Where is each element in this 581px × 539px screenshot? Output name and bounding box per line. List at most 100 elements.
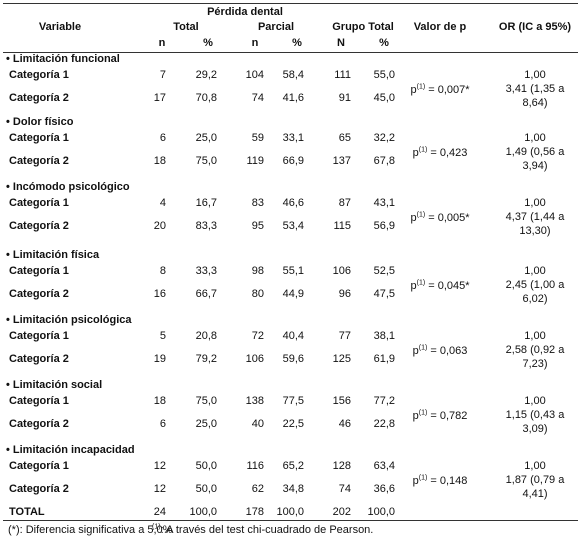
cell: 77 — [338, 330, 351, 342]
cell: 106 — [245, 353, 264, 365]
or-ref: 1,00 — [524, 460, 546, 472]
cell: 70,8 — [195, 92, 217, 104]
cell: 40,4 — [282, 330, 304, 342]
rule — [3, 520, 578, 521]
cell: 156 — [332, 395, 351, 407]
cell: 52,5 — [373, 265, 395, 277]
or-value: 3,41 (1,35 a 8,64) — [505, 83, 565, 109]
cell: 24 — [153, 506, 166, 518]
footnote-text: : A través del test chi-cuadrado de Pear… — [160, 524, 374, 536]
cell: 33,1 — [282, 132, 304, 144]
cell: 98 — [251, 265, 264, 277]
p-letter: p — [412, 475, 419, 487]
row-label: Categoría 1 — [9, 69, 69, 81]
cell: 50,0 — [195, 483, 217, 495]
cell: 59,6 — [282, 353, 304, 365]
row-label: Categoría 1 — [9, 330, 69, 342]
cell: 138 — [245, 395, 264, 407]
cell: 46 — [338, 418, 351, 430]
cell: 100,0 — [276, 506, 304, 518]
row-label: Categoría 2 — [9, 353, 69, 365]
p-letter: p — [410, 84, 417, 96]
footnote: (1): A través del test chi-cuadrado de P… — [152, 523, 373, 537]
cell: 95 — [251, 220, 264, 232]
or-value: 1,15 (0,43 a 3,09) — [505, 409, 565, 435]
cell: 50,0 — [195, 460, 217, 472]
cell: 72 — [251, 330, 264, 342]
cell: 116 — [246, 460, 264, 472]
group-label: • Limitación funcional — [6, 53, 120, 65]
p-sup: (1) — [418, 474, 428, 482]
cell: 25,0 — [195, 418, 217, 430]
cell: 18 — [153, 395, 166, 407]
cell: 33,3 — [195, 265, 217, 277]
cell: 61,9 — [373, 353, 395, 365]
or-ref: 1,00 — [524, 330, 546, 342]
header-sub: % — [292, 37, 302, 49]
cell: 137 — [332, 155, 351, 167]
cell: 47,5 — [373, 288, 395, 300]
cell: 38,1 — [373, 330, 395, 342]
row-label: Categoría 1 — [9, 265, 69, 277]
row-label: Categoría 2 — [9, 288, 69, 300]
cell: 77,2 — [373, 395, 395, 407]
p-value: p(1) = 0,007* — [410, 83, 470, 97]
group-label: • Limitación física — [6, 249, 100, 261]
cell: 83,3 — [195, 220, 217, 232]
group-label: • Dolor físico — [6, 116, 74, 128]
p-value: p(1) = 0,045* — [410, 279, 470, 293]
p-sup: (1) — [418, 344, 428, 352]
cell: 32,2 — [373, 132, 395, 144]
cell: 22,5 — [282, 418, 304, 430]
cell: 16 — [153, 288, 166, 300]
row-label: Categoría 2 — [9, 155, 69, 167]
p-sup: (1) — [416, 211, 426, 219]
p-rest: = 0,148 — [427, 475, 468, 487]
row-label: Categoría 2 — [9, 92, 69, 104]
p-sup: (1) — [418, 409, 428, 417]
p-value: p(1) = 0,005* — [410, 211, 470, 225]
row-label: Categoría 1 — [9, 132, 69, 144]
footnote: (*): Diferencia significativa a 5,0% — [8, 524, 173, 536]
cell: 20,8 — [195, 330, 217, 342]
cell: 44,9 — [282, 288, 304, 300]
cell: 12 — [153, 460, 166, 472]
cell: 12 — [153, 483, 166, 495]
cell: 77,5 — [282, 395, 304, 407]
group-label: • Limitación incapacidad — [6, 444, 135, 456]
header-sub: % — [379, 37, 389, 49]
cell: 62 — [251, 483, 264, 495]
p-rest: = 0,063 — [427, 345, 468, 357]
or-value: 1,87 (0,79 a 4,41) — [505, 474, 565, 500]
cell: 91 — [338, 92, 351, 104]
p-value: p(1) = 0,148 — [410, 474, 470, 488]
cell: 20 — [153, 220, 166, 232]
row-label: Categoría 2 — [9, 220, 69, 232]
rule — [3, 52, 578, 53]
cell: 66,9 — [282, 155, 304, 167]
cell: 25,0 — [195, 132, 217, 144]
or-ref: 1,00 — [524, 395, 546, 407]
cell: 66,7 — [195, 288, 217, 300]
cell: 178 — [245, 506, 264, 518]
cell: 75,0 — [195, 155, 217, 167]
rule — [3, 3, 578, 4]
cell: 18 — [153, 155, 166, 167]
p-value: p(1) = 0,063 — [410, 344, 470, 358]
cell: 74 — [251, 92, 264, 104]
cell: 128 — [332, 460, 351, 472]
p-letter: p — [410, 280, 417, 292]
p-value: p(1) = 0,782 — [410, 409, 470, 423]
header-or: OR (IC a 95%) — [498, 21, 572, 33]
cell: 202 — [332, 506, 351, 518]
group-label: • Incómodo psicológico — [6, 181, 130, 193]
cell: 63,4 — [373, 460, 395, 472]
cell: 59 — [251, 132, 264, 144]
cell: 115 — [333, 220, 351, 232]
group-label: • Limitación social — [6, 379, 103, 391]
cell: 119 — [246, 155, 264, 167]
header-p: Valor de p — [413, 21, 467, 33]
cell: 46,6 — [282, 197, 304, 209]
cell: 7 — [159, 69, 166, 81]
